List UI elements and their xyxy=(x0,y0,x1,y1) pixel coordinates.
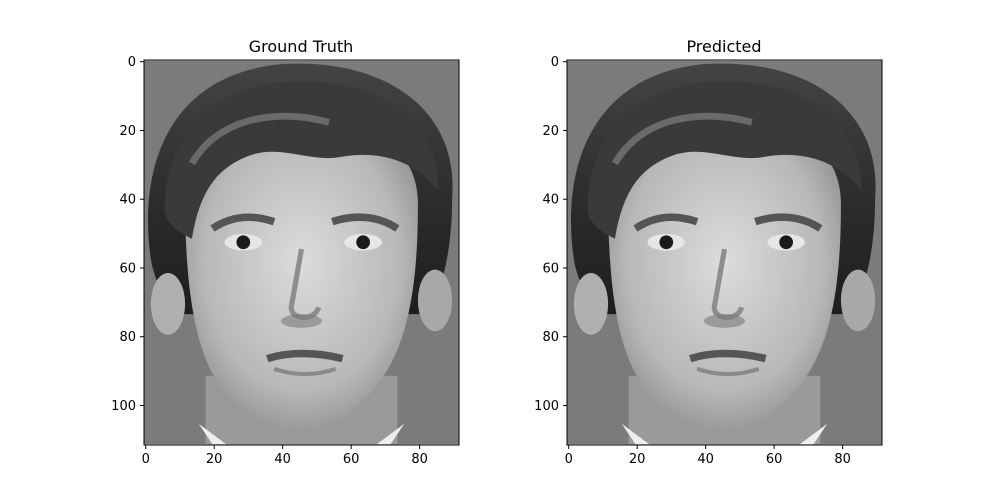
chart-title: Predicted xyxy=(686,37,761,56)
y-tick-label: 40 xyxy=(542,193,559,208)
x-tick-label: 40 xyxy=(697,452,714,467)
x-tick-label: 20 xyxy=(206,452,223,467)
y-tick-label: 100 xyxy=(111,399,136,414)
y-axis: 0 20 40 60 80 100 xyxy=(111,55,144,414)
y-tick-label: 20 xyxy=(542,124,559,139)
chart-title: Ground Truth xyxy=(249,37,354,56)
y-tick-label: 0 xyxy=(551,55,559,70)
face-image xyxy=(567,61,882,444)
y-tick-label: 0 xyxy=(128,55,136,70)
x-tick-label: 60 xyxy=(343,452,360,467)
x-tick-label: 20 xyxy=(629,452,646,467)
y-tick-label: 80 xyxy=(119,330,136,345)
face-image xyxy=(144,61,459,444)
y-tick-label: 100 xyxy=(534,399,559,414)
y-tick-label: 60 xyxy=(542,261,559,276)
x-tick-label: 40 xyxy=(274,452,291,467)
x-axis: 0 20 40 60 80 xyxy=(142,445,428,467)
y-tick-label: 80 xyxy=(542,330,559,345)
axes-frame xyxy=(143,59,460,446)
subplot-ground-truth: Ground Truth 0 20 40 60 80 0 20 40 60 80 100 xyxy=(111,37,460,467)
x-tick-label: 80 xyxy=(834,452,851,467)
y-axis: 0 20 40 60 80 100 xyxy=(534,55,567,414)
axes-frame xyxy=(566,59,883,446)
x-tick-label: 60 xyxy=(766,452,783,467)
x-tick-label: 0 xyxy=(565,452,573,467)
x-tick-label: 0 xyxy=(142,452,150,467)
y-tick-label: 20 xyxy=(119,124,136,139)
y-tick-label: 60 xyxy=(119,261,136,276)
x-axis: 0 20 40 60 80 xyxy=(565,445,851,467)
y-tick-label: 40 xyxy=(119,193,136,208)
x-tick-label: 80 xyxy=(411,452,428,467)
subplot-predicted: Predicted 0 20 40 60 80 0 20 40 60 80 100 xyxy=(534,37,883,467)
